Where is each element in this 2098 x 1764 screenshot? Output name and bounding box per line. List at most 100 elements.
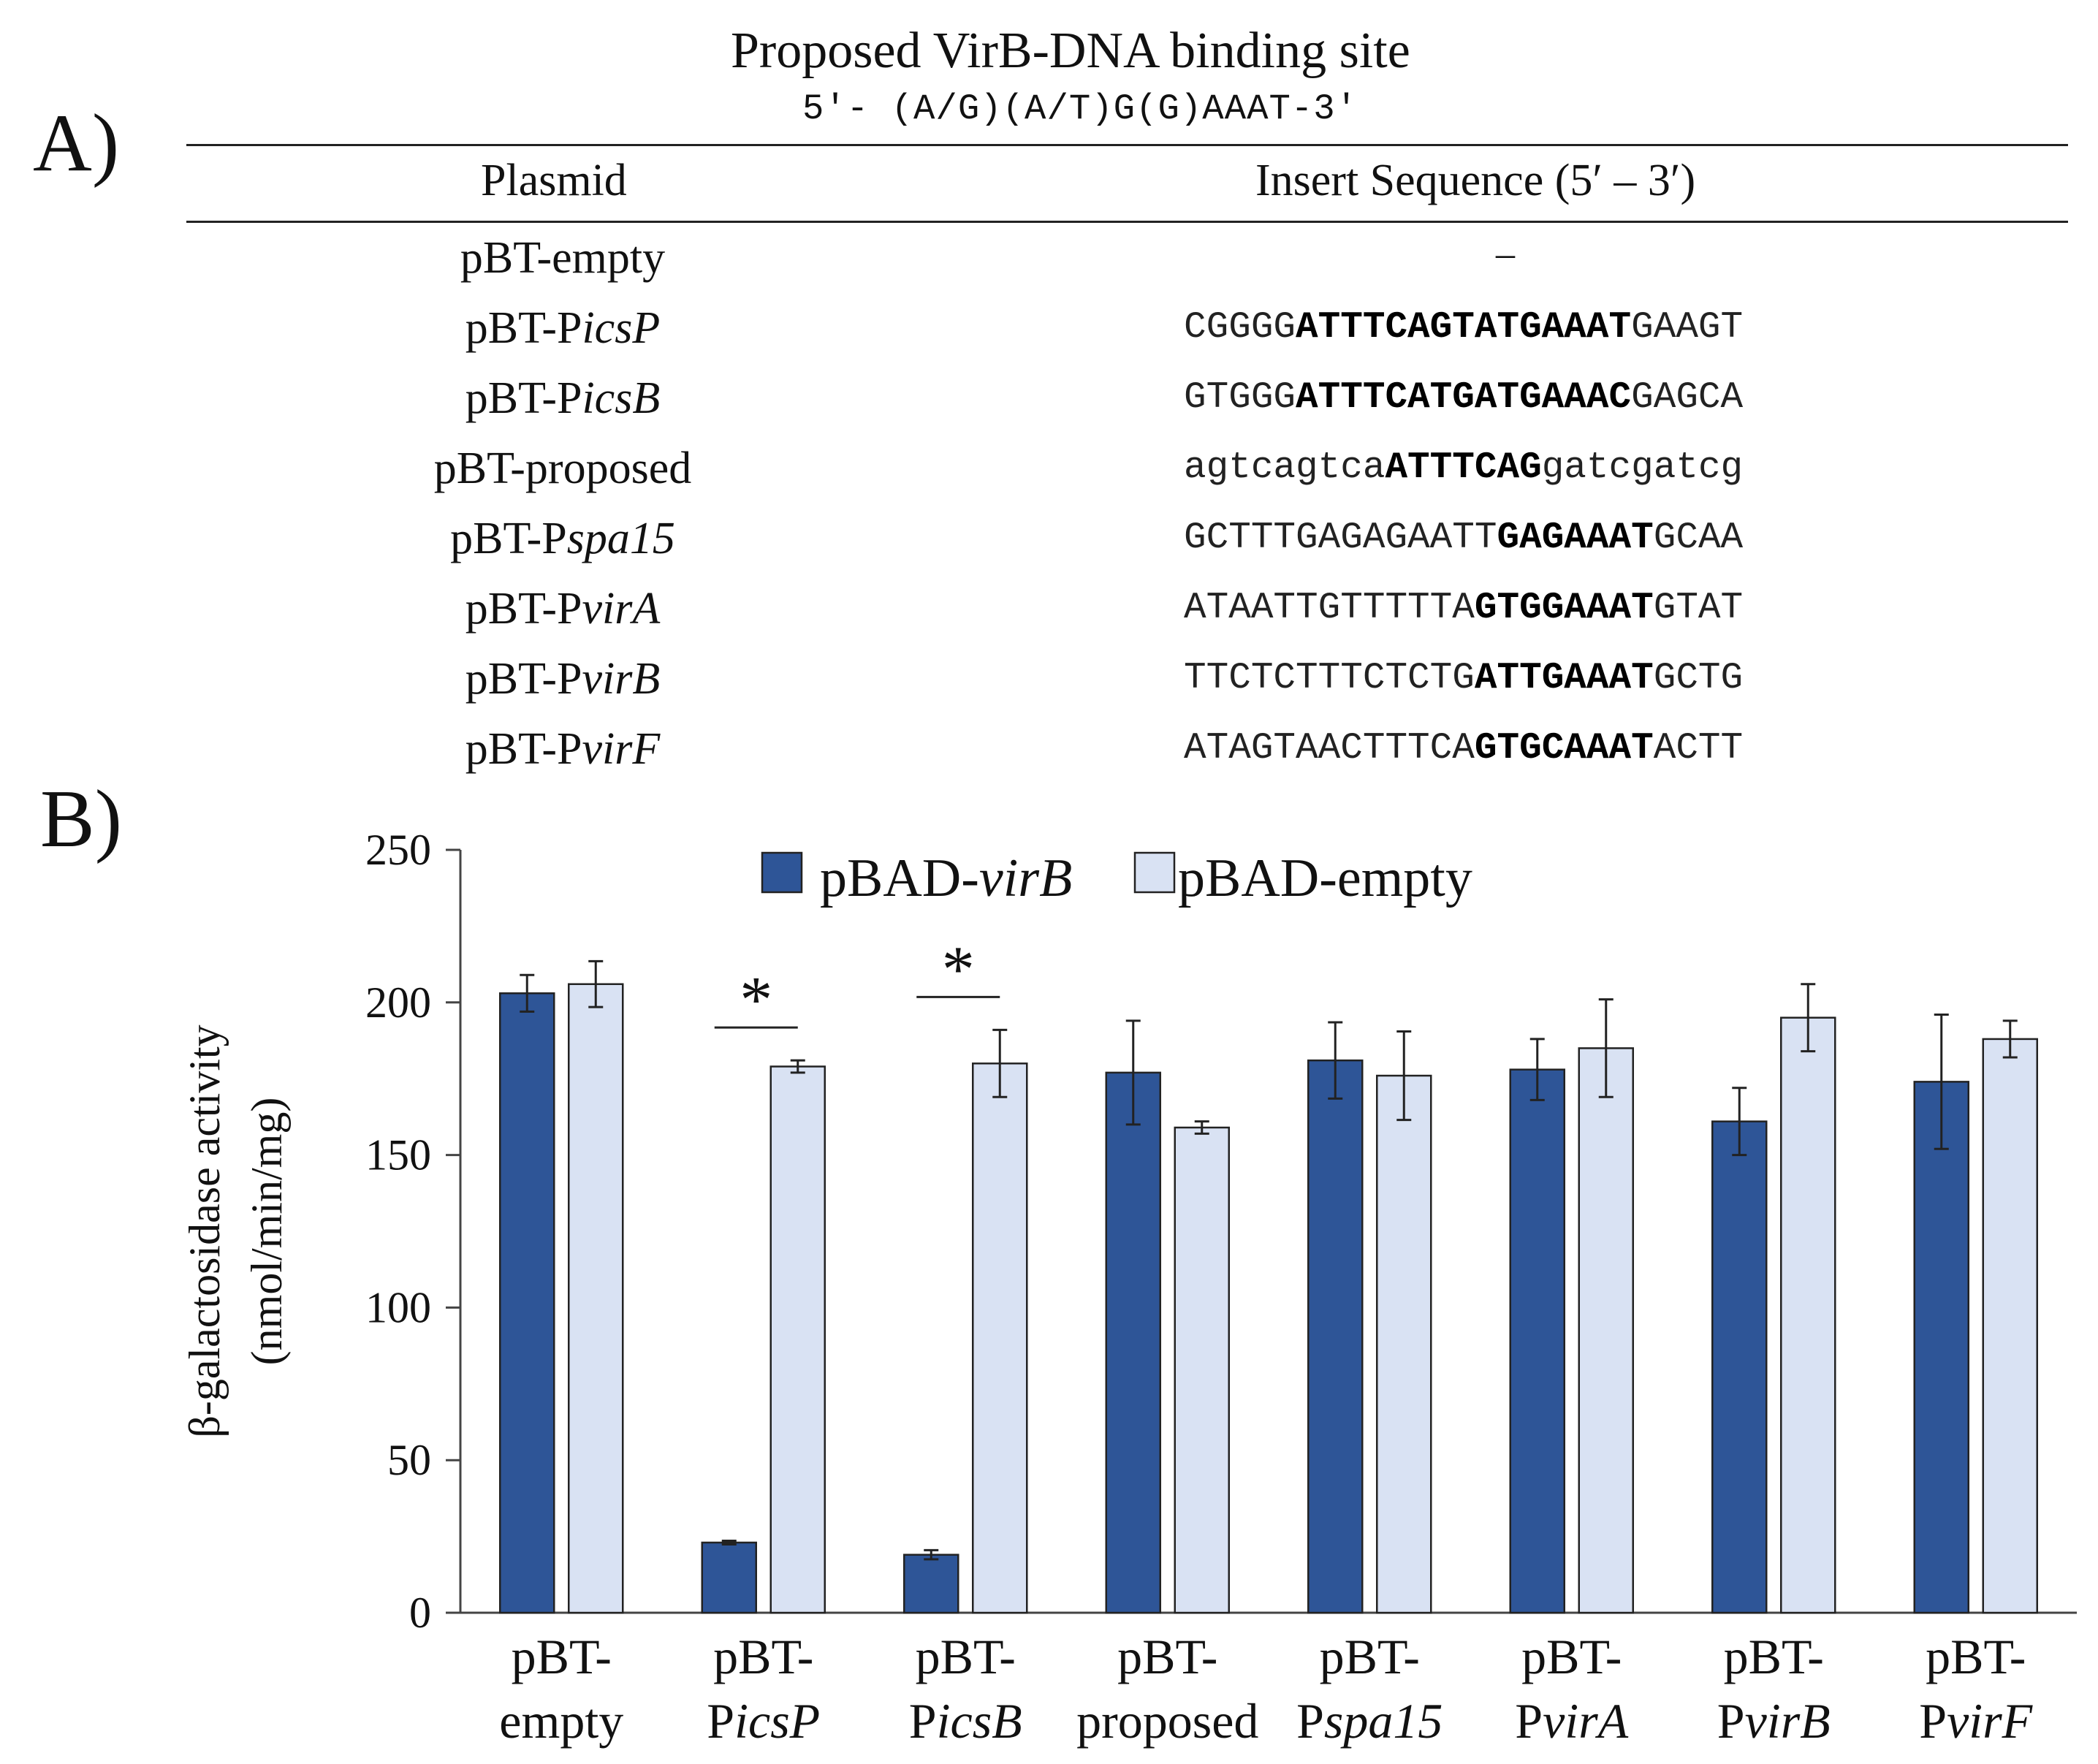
bar-pbad-virb xyxy=(1307,1059,1364,1614)
x-tick-label-line2: PvirF xyxy=(1919,1693,2033,1749)
bar-pbad-empty xyxy=(568,983,624,1614)
sequence-binding-site: GAGAAAT xyxy=(1497,517,1654,559)
x-tick-label-prefix: P xyxy=(1515,1693,1543,1749)
plasmid-name-gene: virF xyxy=(582,724,661,774)
sequence-binding-site: ATTTCAG xyxy=(1385,447,1542,489)
column-header-insert-sequence: Insert Sequence (5′ – 3′) xyxy=(1255,156,1696,205)
sequence-binding-site: GTGCAAAT xyxy=(1474,728,1654,769)
y-tick-label: 50 xyxy=(387,1436,431,1484)
insert-sequence: ATAGTAACTTTCAGTGCAAATACTT xyxy=(1184,728,1743,769)
plasmid-name-gene: virB xyxy=(582,654,661,704)
y-tick-label: 100 xyxy=(365,1283,431,1331)
x-tick-label: pBT- xyxy=(1320,1629,1420,1684)
plasmid-name-gene: spa15 xyxy=(566,514,675,563)
insert-sequence: CGGGGATTTCAGTATGAAATGAAGT xyxy=(1184,307,1743,349)
x-tick-label-prefix: P xyxy=(1296,1693,1324,1749)
plasmid-name: pBT-PicsB xyxy=(307,373,818,425)
x-tick-label-line2: PicsP xyxy=(707,1693,820,1749)
bar-pbad-virb xyxy=(1711,1120,1768,1614)
x-tick-label-line2: empty xyxy=(499,1693,623,1749)
plasmid-name-prefix: pBT-P xyxy=(465,303,582,353)
x-tick-label-gene: virF xyxy=(1947,1693,2034,1749)
plasmid-name-prefix: pBT-P xyxy=(465,724,582,774)
x-tick-label: pBT- xyxy=(512,1629,612,1684)
sequence-flank: agtcagtca xyxy=(1184,447,1386,489)
plasmid-name: pBT-Pspa15 xyxy=(307,513,818,565)
plasmid-name-prefix: pBT-proposed xyxy=(433,444,692,493)
y-axis-label: β-galactosidase activity xyxy=(180,1024,229,1437)
x-tick-label-prefix: P xyxy=(1717,1693,1745,1749)
bar-pbad-empty xyxy=(1982,1038,2038,1614)
legend-label-prefix: pBAD-empty xyxy=(1178,848,1472,908)
y-tick-label: 250 xyxy=(365,826,431,874)
x-tick-label-gene: virA xyxy=(1543,1693,1629,1749)
sequence-flank: ACTT xyxy=(1653,728,1744,769)
bar-pbad-empty xyxy=(1376,1074,1432,1614)
insert-sequence: agtcagtcaATTTCAGgatcgatcg xyxy=(1184,447,1743,489)
table-header-rule xyxy=(186,221,2068,223)
x-tick-label-line2: PicsB xyxy=(909,1693,1022,1749)
sequence-flank: GAGCA xyxy=(1631,377,1744,419)
plasmid-name-gene: icsB xyxy=(582,373,661,423)
x-tick-label: pBT- xyxy=(1926,1629,2026,1684)
x-tick-label-prefix: P xyxy=(909,1693,937,1749)
x-tick-label-gene: icsP xyxy=(734,1693,820,1749)
x-tick-label-gene: icsB xyxy=(937,1693,1022,1749)
legend-swatch-pbad-virb xyxy=(761,851,803,894)
sequence-flank: ATAGTAACTTTCA xyxy=(1184,728,1475,769)
y-tick-label: 150 xyxy=(365,1131,431,1179)
plasmid-name: pBT-PvirB xyxy=(307,653,818,705)
plasmid-name-prefix: pBT-empty xyxy=(460,233,666,283)
bar-pbad-empty xyxy=(1780,1016,1836,1614)
bar-pbad-empty xyxy=(769,1065,826,1614)
bar-pbad-virb xyxy=(1509,1068,1565,1614)
bar-pbad-empty xyxy=(1578,1047,1634,1614)
binding-site-title: Proposed VirB-DNA binding site xyxy=(731,23,1410,79)
y-tick-label: 0 xyxy=(409,1589,431,1637)
plasmid-name-gene: icsP xyxy=(582,303,661,353)
panel-a-label: A) xyxy=(33,98,120,189)
binding-site-motif: 5′- (A/G)(A/T)G(G)AAAT-3′ xyxy=(802,88,1358,129)
empty-sequence-dash: – xyxy=(1496,233,1515,275)
plasmid-name: pBT-proposed xyxy=(307,443,818,495)
plasmid-name-prefix: pBT-P xyxy=(465,584,582,634)
legend-label: pBAD-empty xyxy=(1178,848,1472,908)
x-tick-label: pBT- xyxy=(1724,1629,1824,1684)
x-tick-label: pBT- xyxy=(713,1629,813,1684)
y-axis-label-units: (nmol/min/mg) xyxy=(243,1098,291,1366)
legend-swatch-pbad-empty xyxy=(1133,851,1176,894)
significance-asterisk: * xyxy=(740,964,772,1036)
sequence-flank: GTAT xyxy=(1653,588,1744,629)
legend-label-prefix: pBAD- xyxy=(820,848,979,908)
x-tick-label-prefix: empty xyxy=(499,1693,623,1749)
sequence-binding-site: ATTTCAGTATGAAAT xyxy=(1296,307,1632,349)
bar-pbad-virb xyxy=(1913,1081,1969,1614)
sequence-flank: CGGGG xyxy=(1184,307,1296,349)
sequence-flank: GCAA xyxy=(1653,517,1744,559)
y-tick-label: 200 xyxy=(365,978,431,1027)
plasmid-name-prefix: pBT-P xyxy=(465,654,582,704)
plasmid-name: pBT-PicsP xyxy=(307,303,818,354)
x-tick-label: pBT- xyxy=(1117,1629,1217,1684)
x-tick-label: pBT- xyxy=(916,1629,1016,1684)
plasmid-name-gene: virA xyxy=(582,584,661,634)
sequence-binding-site: GTGGAAAT xyxy=(1474,588,1654,629)
column-header-plasmid: Plasmid xyxy=(481,156,627,205)
plasmid-name-prefix: pBT-P xyxy=(465,373,582,423)
legend-label-gene: virB xyxy=(979,848,1072,908)
plasmid-name: pBT-empty xyxy=(307,232,818,284)
x-tick-label-prefix: P xyxy=(1919,1693,1947,1749)
bar-pbad-virb xyxy=(1105,1071,1161,1614)
sequence-flank: GTGGG xyxy=(1184,377,1296,419)
bar-pbad-empty xyxy=(972,1062,1028,1614)
bar-pbad-virb xyxy=(701,1541,757,1614)
x-tick-label-line2: proposed xyxy=(1076,1693,1258,1749)
bar-pbad-virb xyxy=(499,992,555,1614)
x-tick-label-line2: Pspa15 xyxy=(1296,1693,1443,1749)
x-tick-label-line2: PvirB xyxy=(1717,1693,1831,1749)
table-top-rule xyxy=(186,144,2068,146)
insert-sequence: TTCTCTTTCTCTGATTGAAATGCTG xyxy=(1184,658,1743,699)
x-tick-label-line2: PvirA xyxy=(1515,1693,1628,1749)
x-tick-label: pBT- xyxy=(1521,1629,1622,1684)
